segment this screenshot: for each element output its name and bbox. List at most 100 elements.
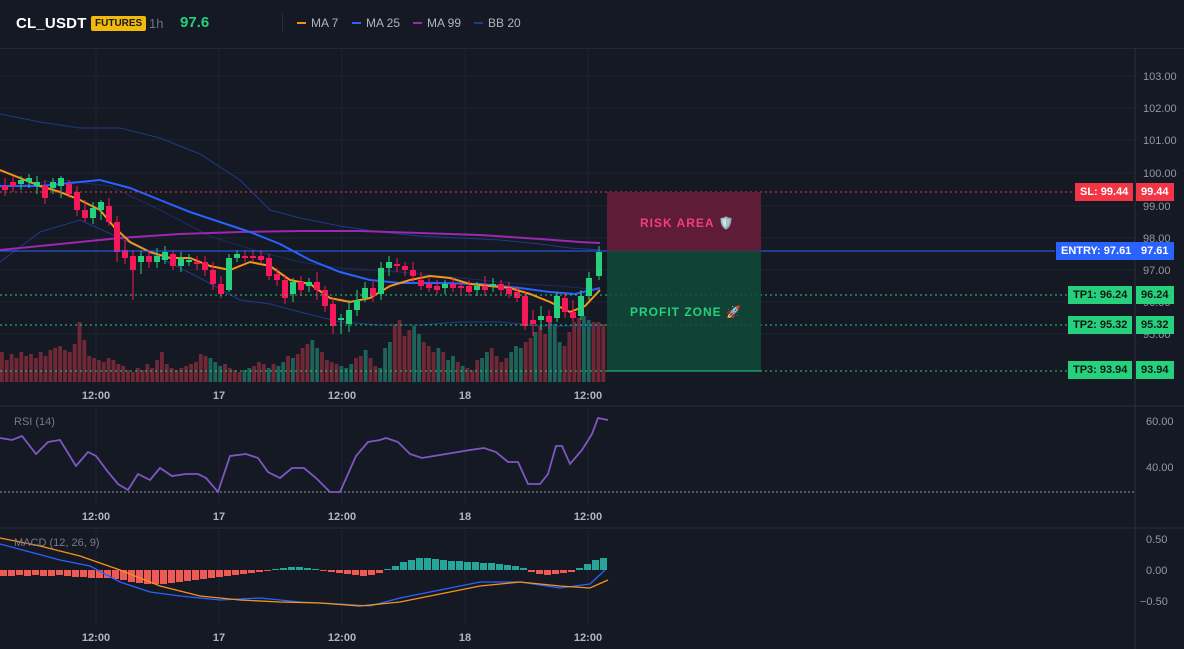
time-label: 18 xyxy=(459,511,471,523)
price-tick: 102.00 xyxy=(1143,103,1177,115)
bb-lower-band xyxy=(0,219,600,327)
price-tick: 101.00 xyxy=(1143,135,1177,147)
volume-bar xyxy=(586,320,591,382)
candle-body xyxy=(162,252,168,260)
tp2-tag-label: TP2: 95.32 xyxy=(1073,319,1128,331)
macd-hist-bar xyxy=(64,570,71,576)
volume-bar xyxy=(489,348,494,382)
volume-bar xyxy=(126,370,130,382)
volume-bar xyxy=(281,362,286,382)
macd-hist-bar xyxy=(528,570,535,572)
volume-bar xyxy=(523,342,528,382)
macd-hist-bar xyxy=(320,570,327,571)
legend-ma25[interactable]: MA 25 xyxy=(352,16,400,30)
tp2-price-tag: 95.32 xyxy=(1136,316,1174,334)
volume-bar xyxy=(14,358,19,382)
volume-bar xyxy=(9,354,14,382)
candle-body xyxy=(394,264,400,266)
volume-bar xyxy=(252,366,256,382)
volume-bar xyxy=(552,324,557,382)
candle-body xyxy=(410,270,416,276)
time-label: 12:00 xyxy=(574,632,602,644)
volume-bar xyxy=(223,364,227,382)
macd-hist-bar xyxy=(216,570,223,577)
interval-selector[interactable]: 1h xyxy=(149,16,164,31)
header-divider xyxy=(282,14,283,32)
macd-hist-bar xyxy=(24,570,31,576)
candle-body xyxy=(130,256,136,270)
volume-bar xyxy=(19,352,24,382)
candle-body xyxy=(82,210,88,218)
risk-area-zone[interactable] xyxy=(607,192,761,251)
volume-bar xyxy=(557,342,562,382)
macd-hist-bar xyxy=(208,570,215,578)
macd-hist-bar xyxy=(400,562,407,570)
volume-bar xyxy=(179,368,184,382)
macd-hist-bar xyxy=(112,570,119,579)
macd-hist-bar xyxy=(488,563,495,570)
volume-bar xyxy=(582,316,586,382)
macd-hist-bar xyxy=(264,570,271,571)
macd-hist-bar xyxy=(256,570,263,572)
volume-bar xyxy=(77,322,82,382)
volume-bar xyxy=(286,356,290,382)
tp1-tag[interactable]: TP1: 96.24 xyxy=(1068,286,1133,304)
volume-bar xyxy=(232,370,237,382)
time-axis-rsi: 12:00 17 12:00 18 12:00 xyxy=(82,511,602,523)
time-label: 12:00 xyxy=(82,632,110,644)
time-axis-main: 12:00 17 12:00 18 12:00 xyxy=(82,390,602,402)
sl-tag[interactable]: SL: 99.44 xyxy=(1075,183,1134,201)
candle-body xyxy=(362,288,368,298)
volume-bar xyxy=(38,352,43,382)
tp3-tag[interactable]: TP3: 93.94 xyxy=(1068,361,1133,379)
macd-hist-bar xyxy=(312,569,319,570)
volume-bar xyxy=(417,334,421,382)
candle-body xyxy=(210,270,216,284)
candle-body xyxy=(290,282,296,294)
legend-ma99[interactable]: MA 99 xyxy=(413,16,461,30)
profit-zone[interactable] xyxy=(607,251,761,371)
macd-hist-bar xyxy=(544,570,551,575)
macd-hist-bar xyxy=(304,568,311,570)
bb-mid-band xyxy=(0,179,601,291)
time-label: 12:00 xyxy=(328,632,356,644)
candle-body xyxy=(106,206,112,222)
macd-hist-bar xyxy=(376,570,383,573)
volume-bar xyxy=(63,350,67,382)
price-pane: RISK AREA 🛡️ PROFIT ZONE 🚀 xyxy=(0,48,1135,382)
macd-hist-bar xyxy=(280,568,287,570)
macd-hist-bar xyxy=(88,570,95,578)
volume-bar xyxy=(494,356,499,382)
legend-ma99-label: MA 99 xyxy=(427,16,462,30)
macd-hist-bar xyxy=(288,567,295,570)
tp2-tag[interactable]: TP2: 95.32 xyxy=(1068,316,1133,334)
candle-body xyxy=(306,282,312,286)
volume-bar xyxy=(257,362,261,382)
macd-hist-bar xyxy=(80,570,87,577)
macd-hist-bar xyxy=(408,560,415,570)
volume-bar xyxy=(392,324,397,382)
volume-bar xyxy=(533,332,538,382)
candle-body xyxy=(426,284,432,288)
volume-bar xyxy=(329,362,334,382)
macd-hist-bar xyxy=(416,558,423,570)
volume-bar xyxy=(67,352,72,382)
bb-upper-band xyxy=(0,113,601,251)
symbol-name[interactable]: CL_USDT xyxy=(16,15,87,32)
volume-bar xyxy=(97,360,101,382)
entry-tag[interactable]: ENTRY: 97.61 xyxy=(1056,242,1137,260)
candlestick-series xyxy=(2,174,602,336)
legend-ma7[interactable]: MA 7 xyxy=(297,16,338,30)
macd-hist-bar xyxy=(160,570,167,584)
volume-bar xyxy=(572,322,577,382)
candle-body xyxy=(26,178,32,182)
candle-body xyxy=(538,316,544,320)
macd-hist-bar xyxy=(120,570,127,580)
legend-bb20[interactable]: BB 20 xyxy=(474,16,521,30)
candle-body xyxy=(186,260,192,262)
volume-bar xyxy=(601,324,606,382)
volume-bar xyxy=(160,352,164,382)
volume-bar xyxy=(373,366,378,382)
